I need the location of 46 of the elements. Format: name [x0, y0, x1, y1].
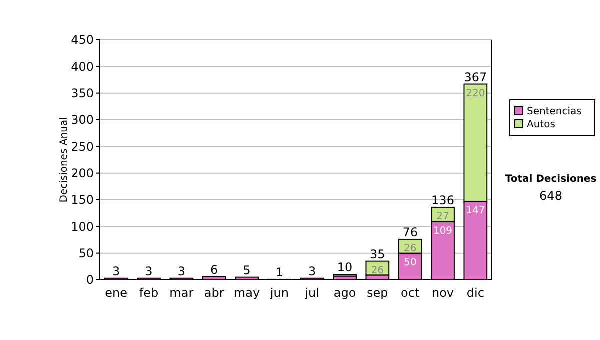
y-tick-label: 300	[71, 113, 94, 128]
x-tick-label: mar	[170, 286, 194, 300]
x-tick-label: dic	[466, 286, 484, 300]
total-label: 136	[432, 193, 454, 208]
y-tick-label: 100	[71, 220, 94, 234]
total-label: 6	[210, 262, 218, 277]
y-axis-title: Decisiones Anual	[59, 117, 70, 203]
data-label: 147	[466, 206, 486, 217]
x-tick-label: nov	[432, 286, 454, 300]
x-tick-label: jun	[269, 286, 289, 300]
legend-label: Autos	[527, 120, 556, 130]
data-label: 26	[404, 243, 417, 254]
data-label: 50	[404, 257, 417, 268]
total-label: 76	[402, 225, 418, 240]
y-tick-label: 250	[71, 140, 94, 154]
data-label: 220	[466, 88, 486, 100]
y-tick-label: 200	[71, 166, 94, 181]
data-label: 109	[433, 226, 453, 237]
x-tick-label: sep	[367, 286, 388, 300]
legend-label: Sentencias	[527, 106, 582, 118]
data-label: 26	[371, 265, 384, 276]
x-tick-label: oct	[401, 286, 420, 300]
total-label: 35	[370, 247, 386, 262]
y-tick-label: 350	[71, 86, 94, 101]
y-tick-label: 50	[78, 246, 94, 261]
total-label: 5	[243, 263, 251, 278]
total-label: 3	[145, 264, 153, 278]
x-tick-label: abr	[204, 286, 224, 300]
y-tick-label: 0	[86, 273, 94, 288]
total-label: 3	[308, 264, 316, 278]
x-tick-label: jul	[304, 286, 320, 300]
y-tick-label: 150	[71, 193, 94, 208]
total-label: 10	[337, 260, 353, 275]
total-label: 367	[464, 70, 488, 84]
total-label: 3	[178, 264, 186, 278]
x-tick-label: may	[234, 286, 260, 300]
total-label: 3	[112, 264, 120, 278]
total-label: 1	[276, 265, 284, 280]
x-tick-label: ago	[334, 286, 356, 300]
x-tick-label: ene	[105, 286, 128, 300]
x-tick-label: feb	[139, 286, 159, 300]
y-tick-label: 450	[71, 33, 94, 48]
text: Total Decisiones	[505, 174, 597, 185]
data-label: 27	[436, 211, 450, 222]
text: 648	[540, 189, 562, 203]
y-tick-label: 400	[71, 60, 94, 74]
